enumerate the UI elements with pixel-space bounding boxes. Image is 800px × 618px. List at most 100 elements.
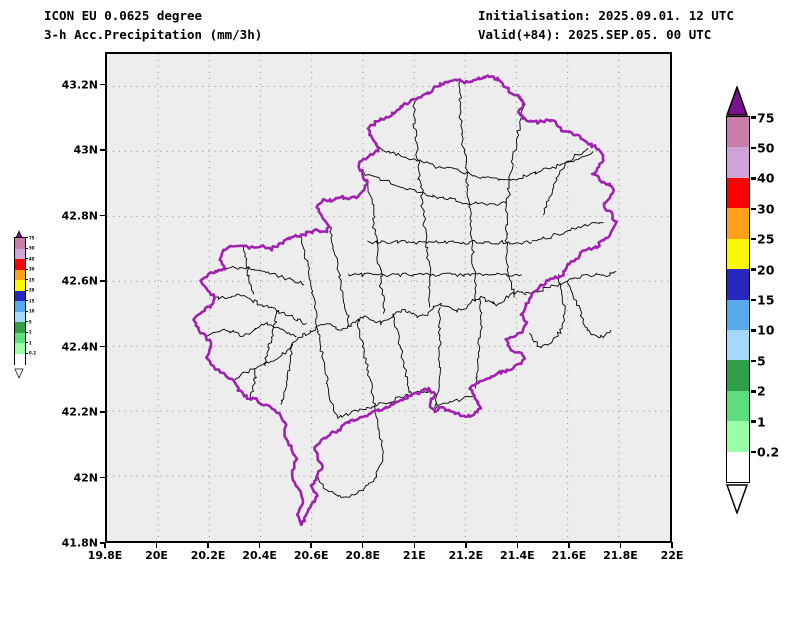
colorbar-main: 75 50 40 30 25 20 15 10 5 2 1 0.2 <box>725 84 779 516</box>
colorbar-segment <box>727 117 749 148</box>
colorbar-tick-label: 30 <box>28 266 35 272</box>
x-axis-tick-mark <box>207 542 209 548</box>
x-axis-tick-mark <box>671 542 673 548</box>
municipal-border-line <box>531 222 604 242</box>
colorbar-tick-label: 25 <box>757 231 775 247</box>
colorbar-tick-label: 2 <box>28 329 32 335</box>
colorbar-tick-mark <box>25 352 29 354</box>
x-axis-tick-mark <box>568 542 570 548</box>
municipal-border-line <box>475 297 483 389</box>
colorbar-tick-label: 50 <box>757 140 775 156</box>
colorbar-tick-label: 10 <box>757 322 775 338</box>
colorbar-segment <box>727 421 749 453</box>
colorbar-segment <box>727 390 749 422</box>
x-axis-tick-mark <box>516 542 519 548</box>
colorbar-under-arrow <box>725 484 749 516</box>
municipal-border-line <box>249 369 258 399</box>
colorbar-tick-mark <box>25 247 29 249</box>
x-axis-tick-mark <box>155 542 158 548</box>
municipal-border-line <box>504 104 526 298</box>
colorbar-tick-label: 2 <box>757 383 766 399</box>
colorbar-segment <box>15 248 25 260</box>
colorbar-tick-mark <box>751 237 756 241</box>
colorbar-tick-mark <box>751 329 756 332</box>
municipal-border-line <box>224 266 305 286</box>
header-right-block: Initialisation: 2025.09.01. 12 UTC Valid… <box>478 6 734 44</box>
municipal-border-line <box>315 325 338 418</box>
x-axis-tick-label: 21.8E <box>603 549 638 562</box>
x-axis-tick-label: 20.8E <box>345 549 381 562</box>
colorbar-segment <box>15 332 25 344</box>
x-axis-tick-mark <box>258 542 261 548</box>
x-axis-tick-mark <box>465 542 467 548</box>
municipal-border-line <box>543 147 589 216</box>
colorbar-tick-mark <box>25 310 29 312</box>
y-axis-tick-mark <box>100 214 106 217</box>
municipal-border-line <box>367 239 533 245</box>
variable-title: 3-h Acc.Precipitation (mm/3h) <box>44 27 263 42</box>
x-axis-tick-label: 20.6E <box>293 549 329 562</box>
municipal-border-line <box>206 322 297 338</box>
municipal-border-line <box>566 280 612 339</box>
colorbar-tick-mark <box>25 237 29 239</box>
municipal-border-line <box>280 343 293 405</box>
colorbar-tick-mark <box>25 258 29 260</box>
colorbar-tick-label: 75 <box>28 235 35 241</box>
colorbar-over-arrow <box>725 84 749 116</box>
colorbar-tick-label: 1 <box>757 414 766 430</box>
valid-time: Valid(+84): 2025.SEP.05. 00 UTC <box>478 27 712 42</box>
municipal-border-line <box>301 236 318 327</box>
colorbar-tick-mark <box>25 321 29 323</box>
colorbar-tick-label: 20 <box>757 262 775 278</box>
x-axis-tick-label: 21E <box>402 549 426 562</box>
colorbar-tick-mark <box>751 390 756 393</box>
colorbar-tick-mark <box>751 146 756 150</box>
colorbar-tick-mark <box>25 342 29 344</box>
x-axis-tick-label: 21.6E <box>551 549 587 562</box>
colorbar-tick-mark <box>25 331 29 333</box>
colorbar-tick-label: 25 <box>28 277 35 283</box>
colorbar-tick-label: 40 <box>757 170 775 186</box>
municipal-border-line <box>329 226 351 328</box>
colorbar-tick-label: 30 <box>757 201 775 217</box>
colorbar-segment <box>727 238 749 270</box>
x-axis-tick-mark <box>619 542 622 548</box>
colorbar-segment <box>15 353 25 365</box>
header-left-block: ICON EU 0.0625 degree 3-h Acc.Precipitat… <box>44 6 262 44</box>
municipal-border-line <box>412 100 432 308</box>
municipal-border-line <box>434 394 476 410</box>
colorbar-tick-label: 0.2 <box>757 444 780 460</box>
colorbar-tick-mark <box>751 207 756 210</box>
colorbar-tick-mark <box>751 177 756 180</box>
municipal-border-line <box>233 290 527 382</box>
y-axis-tick-mark <box>100 280 106 282</box>
x-axis-tick-label: 20.2E <box>190 549 226 562</box>
colorbar-segment <box>727 208 749 240</box>
municipal-borders <box>206 81 617 498</box>
colorbar-tick-mark <box>751 450 756 454</box>
colorbar-tick-label: 15 <box>757 292 775 308</box>
x-axis-tick-label: 21.2E <box>448 549 484 562</box>
y-axis-tick-label: 42.2N <box>61 405 98 419</box>
y-axis-tick-label: 42.4N <box>61 340 98 354</box>
colorbar-segment <box>15 269 25 281</box>
colorbar-segment <box>727 360 749 392</box>
colorbar-tick-label: 50 <box>28 245 35 251</box>
municipal-border-line <box>316 412 384 498</box>
municipal-border-line <box>458 81 477 301</box>
colorbar-tick-label: 5 <box>757 353 766 369</box>
colorbar-body <box>726 116 750 483</box>
colorbar-segment <box>15 311 25 323</box>
colorbar-tick-label: 20 <box>28 287 35 293</box>
y-axis-tick-mark <box>100 83 106 86</box>
colorbar-segment <box>15 301 25 312</box>
x-axis-tick-mark <box>310 542 312 548</box>
colorbar-tick-mark <box>751 359 756 363</box>
colorbar-segment <box>15 280 25 291</box>
municipal-border-line <box>434 307 442 409</box>
x-axis-tick-label: 19.8E <box>87 549 123 562</box>
y-axis-tick-mark <box>100 542 106 544</box>
colorbar-tick-label: 40 <box>28 256 35 262</box>
y-axis-tick-label: 41.8N <box>61 536 98 550</box>
municipal-border-line <box>367 184 386 314</box>
